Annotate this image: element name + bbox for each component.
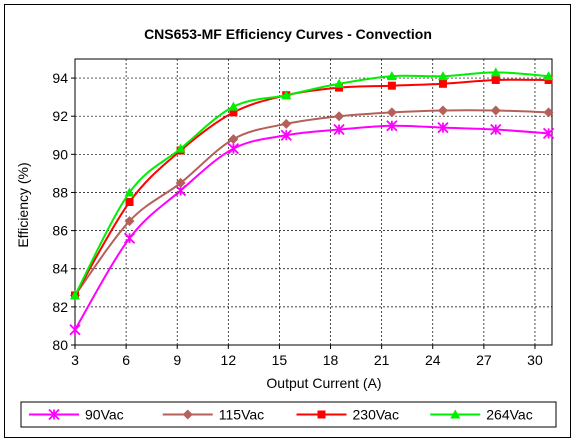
y-tick-label: 82 — [52, 299, 68, 315]
data-point-diamond — [437, 105, 448, 116]
data-point-triangle — [334, 78, 345, 88]
series-line — [74, 109, 549, 297]
data-point-x — [333, 123, 345, 136]
y-tick-label: 94 — [52, 70, 68, 86]
data-point-x — [69, 324, 81, 336]
data-point-x — [123, 232, 136, 244]
x-tick-label: 24 — [425, 352, 441, 368]
x-axis: 3 6 9 12 15 18 21 24 27 30 — [71, 345, 543, 368]
data-point-x — [227, 142, 240, 155]
x-axis-label: Output Current (A) — [266, 375, 381, 391]
x-tick-label: 15 — [272, 352, 288, 368]
legend-item-90Vac: 90Vac — [29, 407, 124, 423]
y-tick-label: 80 — [52, 337, 68, 353]
data-point-x — [490, 123, 502, 136]
series-line — [74, 71, 549, 296]
data-point-triangle — [124, 187, 135, 197]
data-point-triangle — [437, 71, 448, 81]
data-point-x — [437, 122, 449, 134]
data-point-diamond — [543, 107, 554, 118]
data-point-x — [280, 129, 292, 141]
series-line — [74, 78, 549, 296]
legend-item-264Vac: 264Vac — [430, 407, 533, 423]
data-point-triangle — [228, 101, 239, 111]
efficiency-chart: CNS653-MF Efficiency Curves - Convection… — [15, 26, 557, 428]
x-tick-label: 3 — [71, 352, 79, 368]
x-tick-label: 27 — [476, 352, 492, 368]
series-line — [74, 124, 549, 331]
legend-item-115Vac: 115Vac — [162, 407, 264, 423]
data-point-x — [542, 127, 555, 139]
plot-area — [74, 58, 553, 346]
data-point-x — [386, 120, 398, 132]
chart-title: CNS653-MF Efficiency Curves - Convection — [144, 26, 432, 42]
data-point-square — [125, 198, 134, 206]
series-264Vac — [70, 67, 554, 300]
legend: 90Vac 115Vac 230Vac 264Vac — [20, 401, 557, 428]
legend-label: 90Vac — [85, 407, 124, 423]
data-point-triangle — [70, 290, 80, 300]
legend-label: 230Vac — [353, 407, 399, 423]
data-point-square — [491, 75, 500, 84]
x-tick-label: 21 — [374, 352, 390, 368]
data-point-triangle — [386, 71, 397, 81]
x-tick-label: 12 — [221, 352, 237, 368]
data-point-x — [48, 408, 60, 421]
series-90Vac — [69, 120, 555, 336]
x-tick-label: 9 — [173, 352, 181, 368]
data-point-square — [317, 410, 326, 419]
data-point-triangle — [175, 143, 186, 153]
data-point-triangle — [543, 71, 554, 81]
data-point-diamond — [182, 409, 193, 420]
data-point-square — [387, 81, 396, 90]
y-tick-label: 86 — [52, 223, 68, 239]
data-point-diamond — [124, 216, 135, 227]
data-point-diamond — [334, 111, 345, 122]
chart-frame: CNS653-MF Efficiency Curves - Convection… — [4, 4, 571, 438]
data-point-diamond — [386, 107, 397, 118]
y-tick-label: 90 — [52, 146, 68, 162]
data-point-diamond — [228, 134, 239, 145]
y-tick-label: 88 — [52, 184, 68, 200]
legend-label: 115Vac — [219, 407, 264, 423]
legend-label: 264Vac — [486, 407, 532, 423]
x-tick-label: 30 — [527, 352, 543, 368]
data-point-diamond — [175, 177, 186, 188]
data-point-square — [438, 79, 447, 88]
y-tick-label: 92 — [52, 108, 68, 124]
y-tick-label: 84 — [52, 261, 68, 277]
x-tick-label: 6 — [122, 352, 130, 368]
data-point-triangle — [281, 90, 292, 100]
y-axis-label: Efficiency (%) — [15, 162, 31, 247]
data-point-triangle — [490, 67, 501, 77]
x-tick-label: 18 — [323, 352, 339, 368]
series-group — [69, 67, 555, 336]
data-point-diamond — [490, 105, 501, 116]
y-axis: 80 82 84 86 88 90 92 94 — [52, 70, 75, 353]
grid-lines — [75, 59, 552, 345]
series-115Vac — [70, 105, 554, 301]
data-point-triangle — [450, 409, 461, 419]
data-point-diamond — [281, 118, 292, 129]
data-point-square — [229, 108, 238, 117]
legend-item-230Vac: 230Vac — [296, 407, 399, 423]
